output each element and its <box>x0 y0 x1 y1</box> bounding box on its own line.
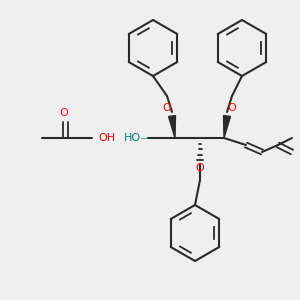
Text: HO: HO <box>123 133 141 143</box>
Text: OH: OH <box>98 133 115 143</box>
Polygon shape <box>169 116 176 138</box>
Text: O: O <box>196 163 204 173</box>
Text: O: O <box>163 103 171 113</box>
Text: O: O <box>60 108 68 118</box>
Text: O: O <box>228 103 236 113</box>
Polygon shape <box>224 116 230 138</box>
